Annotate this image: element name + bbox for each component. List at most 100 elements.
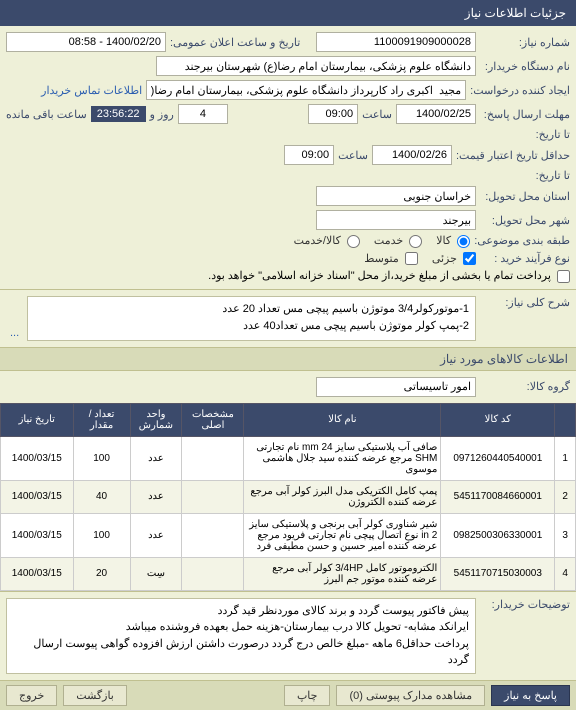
- desc-section: شرح کلی نیاز: 1-موتورکولر3/4 موتوژن باسی…: [0, 289, 576, 347]
- remain-label: ساعت باقی مانده: [6, 108, 87, 121]
- radio-both[interactable]: [347, 235, 360, 248]
- cell-spec: [182, 436, 244, 480]
- panel-title: جزئیات اطلاعات نیاز: [0, 0, 576, 26]
- cell-idx: 1: [555, 436, 576, 480]
- th-qty: تعداد / مقدار: [73, 403, 130, 436]
- cell-code: 0971260440540001: [441, 436, 555, 480]
- check-paynote[interactable]: [557, 270, 570, 283]
- countdown-box: 23:56:22: [91, 106, 146, 122]
- items-table: کد کالا نام کالا مشخصات اصلی واحد شمارش …: [0, 403, 576, 591]
- th-code: کد کالا: [441, 403, 555, 436]
- respond-button[interactable]: پاسخ به نیاز: [491, 685, 570, 706]
- cell-code: 5451170084660001: [441, 480, 555, 513]
- to-date-label: تا تاریخ:: [480, 128, 570, 141]
- delivery-city-input: [316, 210, 476, 230]
- delivery-state-input: [316, 186, 476, 206]
- min-valid-label: حداقل تاریخ اعتبار قیمت:: [456, 149, 570, 162]
- check-small[interactable]: [463, 252, 476, 265]
- cell-name: پمپ کامل الکتریکی مدل البرز کولر آبی مرج…: [244, 480, 441, 513]
- day-count-label: روز و: [150, 108, 174, 121]
- need-info-section: شماره نیاز: تاریخ و ساعت اعلان عمومی: نا…: [0, 26, 576, 289]
- cell-spec: [182, 557, 244, 590]
- desc-line-2: 2-پمپ کولر موتوژن باسیم پیچی مس تعداد40 …: [34, 318, 469, 336]
- category-radios: کالا خدمت کالا/خدمت: [294, 234, 471, 248]
- deadline-label: مهلت ارسال پاسخ:: [480, 108, 570, 121]
- delivery-city-label: شهر محل تحویل:: [480, 214, 570, 227]
- cell-name: شیر شناوری کولر آبی برنجی و پلاستیکی سای…: [244, 513, 441, 557]
- print-button[interactable]: چاپ: [284, 685, 331, 706]
- desc-expand-link[interactable]: ...: [6, 325, 23, 341]
- cell-idx: 4: [555, 557, 576, 590]
- cell-unit: عدد: [130, 513, 182, 557]
- cell-date: 1400/03/15: [1, 436, 74, 480]
- cell-date: 1400/03/15: [1, 480, 74, 513]
- items-header: اطلاعات کالاهای مورد نیاز: [0, 347, 576, 371]
- buyer-input: [156, 56, 476, 76]
- attachments-button[interactable]: مشاهده مدارک پیوستی (0): [336, 685, 485, 706]
- cell-qty: 100: [73, 436, 130, 480]
- cell-spec: [182, 480, 244, 513]
- cell-unit: عدد: [130, 436, 182, 480]
- to-date2-label: تا تاریخ:: [480, 169, 570, 182]
- cell-code: 5451170715030003: [441, 557, 555, 590]
- cell-idx: 2: [555, 480, 576, 513]
- budget-label: طبقه بندی موضوعی:: [474, 234, 570, 247]
- cell-date: 1400/03/15: [1, 557, 74, 590]
- explain-box: پیش فاکتور پیوست گردد و برند کالای موردن…: [6, 598, 476, 674]
- desc-line-1: 1-موتورکولر3/4 موتوژن باسیم پیچی مس تعدا…: [34, 301, 469, 319]
- cell-spec: [182, 513, 244, 557]
- cell-unit: سِت: [130, 557, 182, 590]
- buy-type-label: نوع فرآیند خرید :: [480, 252, 570, 265]
- deadline-date-input: [396, 104, 476, 124]
- cell-qty: 40: [73, 480, 130, 513]
- group-input: [316, 377, 476, 397]
- explain-section: توضیحات خریدار: پیش فاکتور پیوست گردد و …: [0, 591, 576, 680]
- desc-label: شرح کلی نیاز:: [480, 296, 570, 309]
- contact-link[interactable]: اطلاعات تماس خریدار: [41, 84, 142, 97]
- explain-label: توضیحات خریدار:: [480, 598, 570, 611]
- radio-service-label: خدمت: [374, 235, 403, 247]
- buyer-label: نام دستگاه خریدار:: [480, 60, 570, 73]
- cell-idx: 3: [555, 513, 576, 557]
- creator-input: [146, 80, 466, 100]
- delivery-state-label: استان محل تحویل:: [480, 190, 570, 203]
- paynote-label: پرداخت تمام یا بخشی از مبلغ خرید،از محل …: [208, 270, 551, 282]
- exit-button[interactable]: خروج: [6, 685, 57, 706]
- creator-label: ایجاد کننده درخواست:: [470, 84, 570, 97]
- table-header-row: کد کالا نام کالا مشخصات اصلی واحد شمارش …: [1, 403, 576, 436]
- th-date: تاریخ نیاز: [1, 403, 74, 436]
- th-name: نام کالا: [244, 403, 441, 436]
- pub-date-input: [6, 32, 166, 52]
- check-medium-label: متوسط: [364, 253, 399, 265]
- cell-name: الکتروموتور کامل 3/4HP کولر آبی مرجع عرض…: [244, 557, 441, 590]
- need-no-label: شماره نیاز:: [480, 36, 570, 49]
- group-label: گروه کالا:: [480, 380, 570, 393]
- desc-box: 1-موتورکولر3/4 موتوژن باسیم پیچی مس تعدا…: [27, 296, 476, 341]
- radio-service[interactable]: [409, 235, 422, 248]
- time-word-2: ساعت: [338, 149, 368, 162]
- cell-code: 0982500306330001: [441, 513, 555, 557]
- radio-goods-label: کالا: [436, 235, 451, 247]
- time-word-1: ساعت: [362, 108, 392, 121]
- min-valid-time-input: [284, 145, 334, 165]
- check-medium[interactable]: [405, 252, 418, 265]
- footer-bar: پاسخ به نیاز مشاهده مدارک پیوستی (0) چاپ…: [0, 680, 576, 710]
- table-row: 25451170084660001پمپ کامل الکتریکی مدل ا…: [1, 480, 576, 513]
- table-row: 10971260440540001صافی آب پلاستیکی سایز 2…: [1, 436, 576, 480]
- th-spec: مشخصات اصلی: [182, 403, 244, 436]
- cell-qty: 20: [73, 557, 130, 590]
- table-row: 45451170715030003الکتروموتور کامل 3/4HP …: [1, 557, 576, 590]
- group-section: گروه کالا:: [0, 371, 576, 403]
- radio-both-label: کالا/خدمت: [294, 235, 341, 247]
- th-idx: [555, 403, 576, 436]
- days-remain-input: [178, 104, 228, 124]
- back-button[interactable]: بازگشت: [63, 685, 127, 706]
- th-unit: واحد شمارش: [130, 403, 182, 436]
- cell-date: 1400/03/15: [1, 513, 74, 557]
- pub-date-label: تاریخ و ساعت اعلان عمومی:: [170, 36, 300, 49]
- check-small-label: جزئی: [432, 253, 457, 265]
- table-row: 30982500306330001شیر شناوری کولر آبی برن…: [1, 513, 576, 557]
- need-no-input: [316, 32, 476, 52]
- cell-qty: 100: [73, 513, 130, 557]
- radio-goods[interactable]: [457, 235, 470, 248]
